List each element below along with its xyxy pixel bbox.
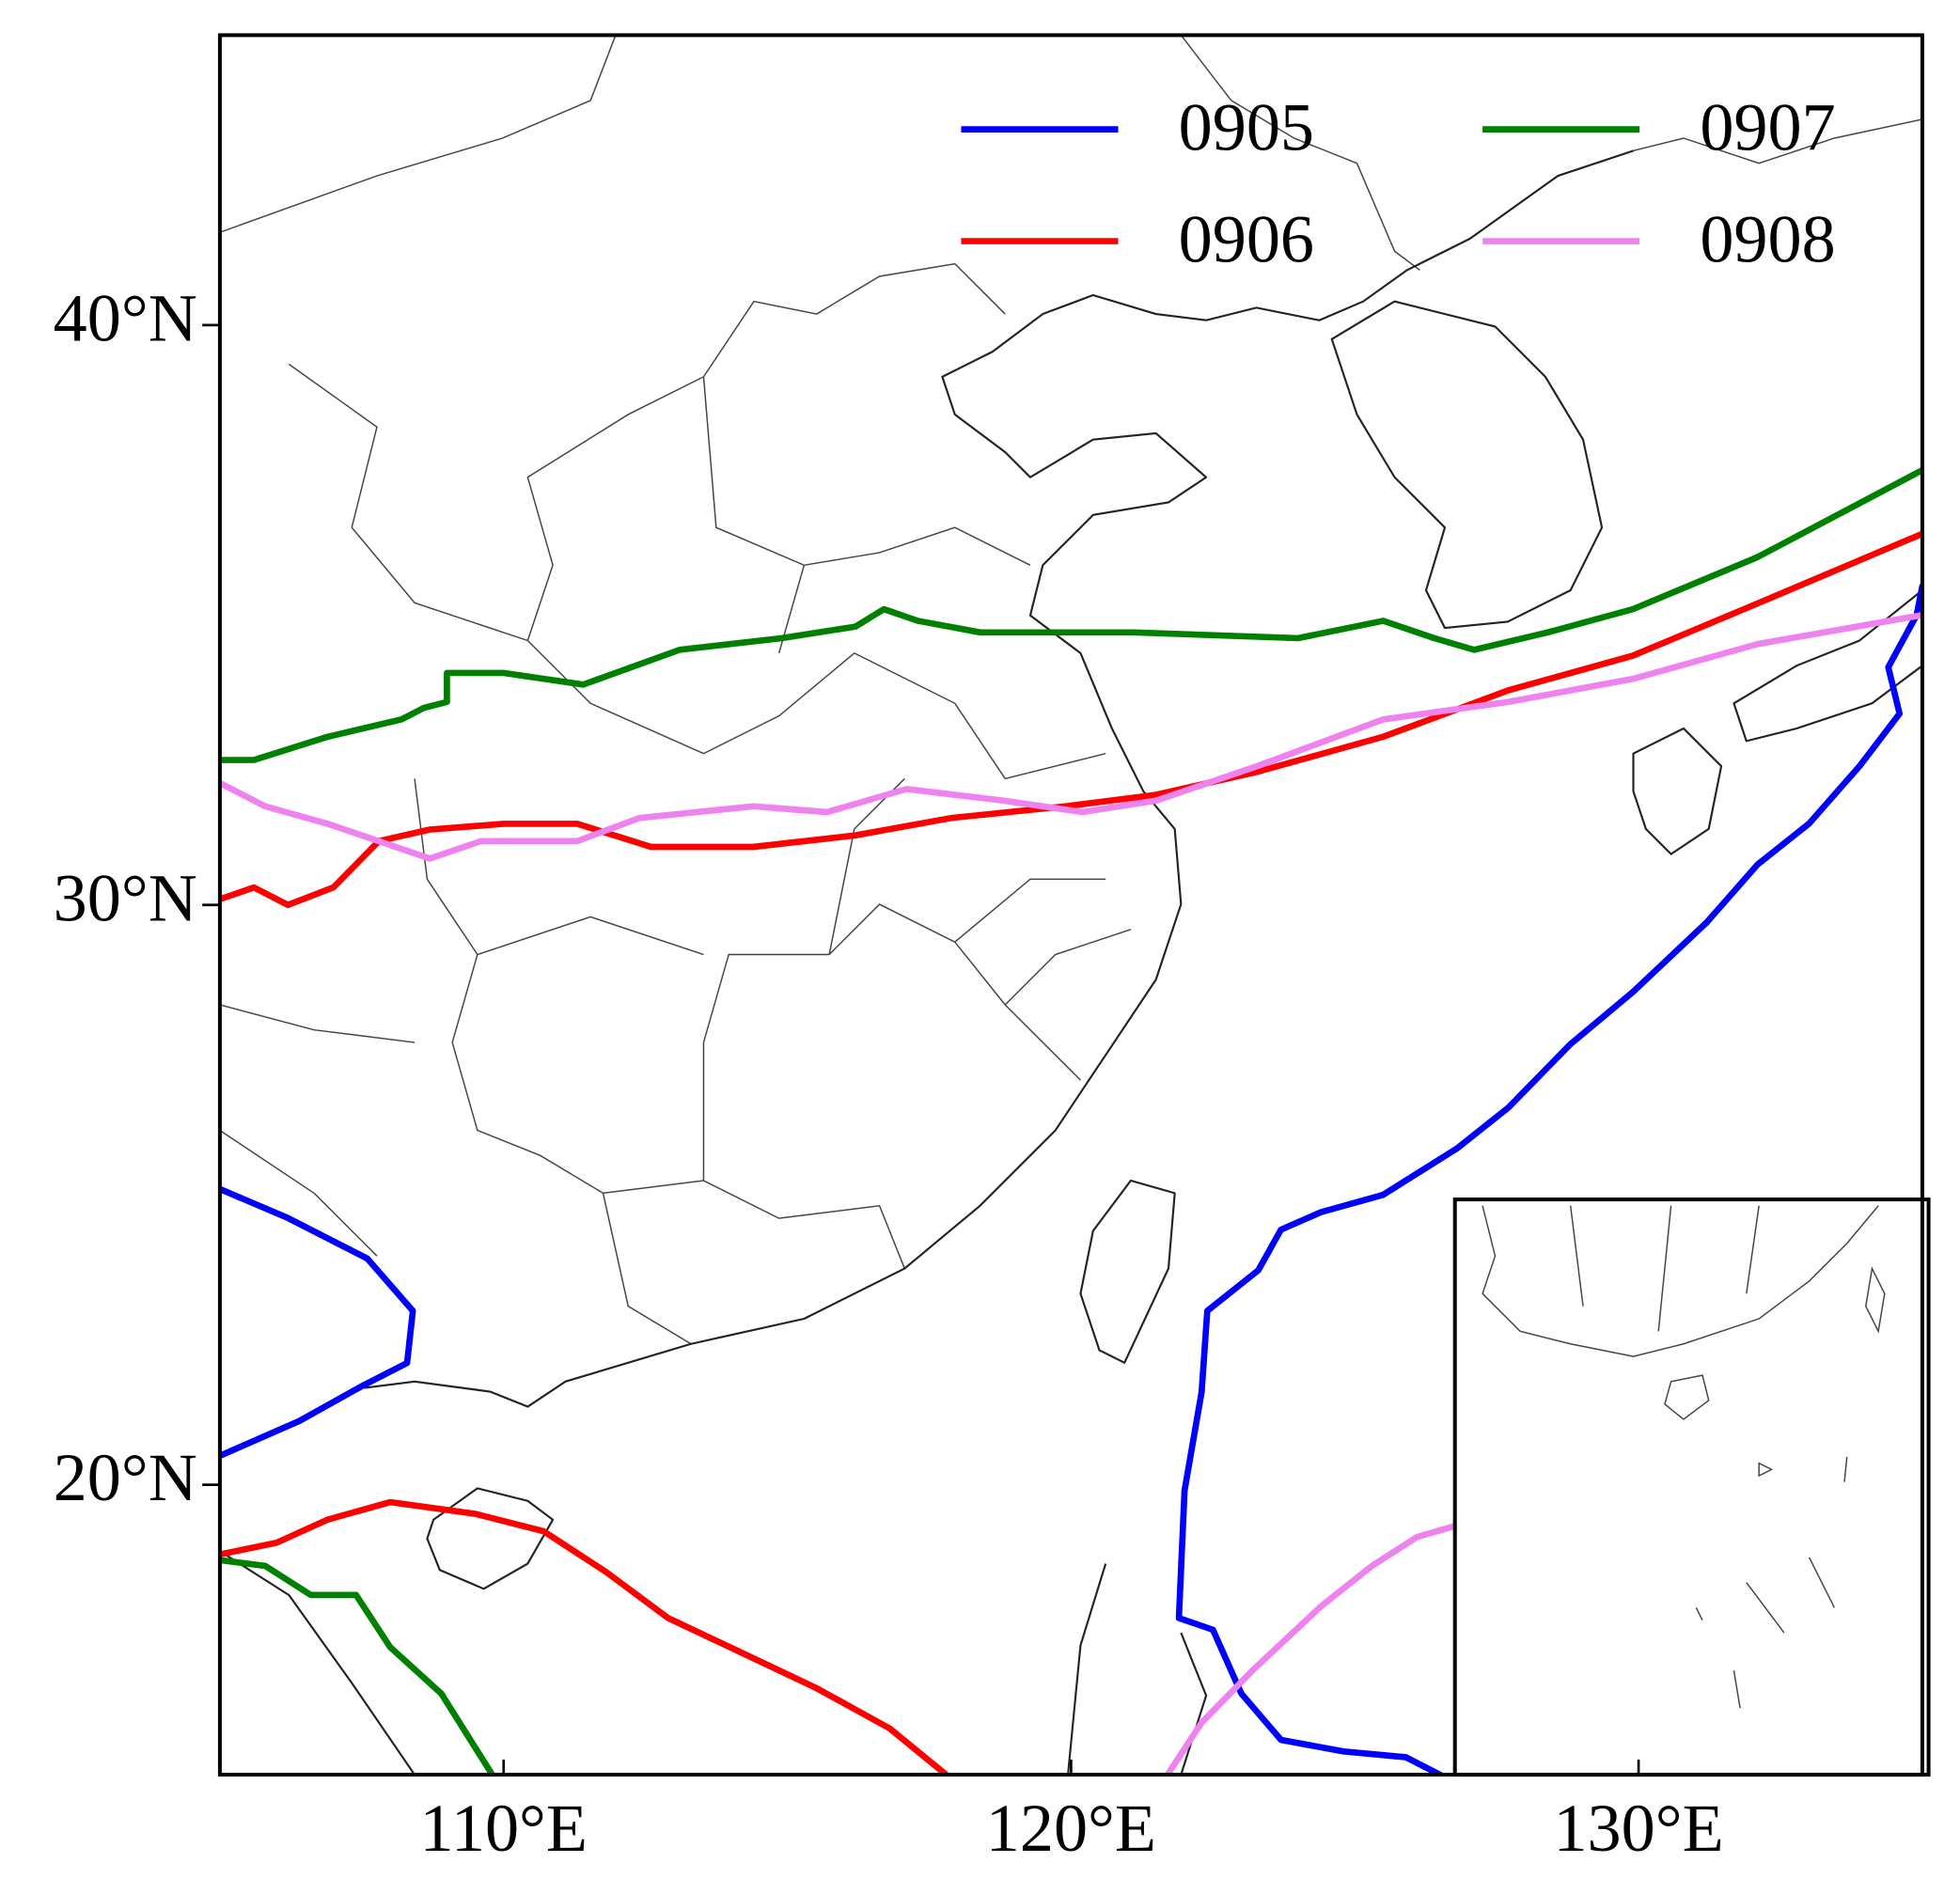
x-tick-label: 130°E xyxy=(1553,1791,1723,1866)
coastline xyxy=(219,1550,1208,1776)
legend: 0905 0906 0907 0908 xyxy=(961,90,1836,276)
inset-frame xyxy=(1452,1197,1931,1777)
inset-coastline xyxy=(1482,1205,1879,1357)
x-tick-label: 120°E xyxy=(986,1791,1156,1866)
y-tick-label: 20°N xyxy=(54,1440,197,1515)
contour-line xyxy=(219,466,1922,1776)
country-border xyxy=(1180,35,1922,271)
kyushu xyxy=(1632,727,1723,855)
x-tick-label: 110°E xyxy=(419,1791,588,1866)
contour-lines xyxy=(219,466,1922,1776)
inset-map xyxy=(1452,1197,1931,1777)
contour-line xyxy=(219,612,1922,1776)
inset-island xyxy=(1664,1266,1886,1709)
korea-coast xyxy=(1330,300,1604,630)
basemap xyxy=(219,35,1922,1776)
coastline xyxy=(364,149,1634,1408)
legend-label: 0905 xyxy=(1179,90,1314,165)
legend-label: 0908 xyxy=(1700,201,1835,276)
y-tick-label: 40°N xyxy=(54,280,197,355)
legend-label: 0907 xyxy=(1700,90,1835,165)
honshu xyxy=(1733,588,1922,743)
taiwan xyxy=(1079,1179,1176,1364)
country-border xyxy=(219,35,617,233)
y-tick-label: 30°N xyxy=(54,860,197,935)
contour-line xyxy=(219,530,1922,1776)
legend-label: 0906 xyxy=(1179,201,1314,276)
hainan xyxy=(426,1487,555,1590)
axes: 110°E 120°E 130°E 20°N 30°N 40°N xyxy=(54,280,1724,1865)
